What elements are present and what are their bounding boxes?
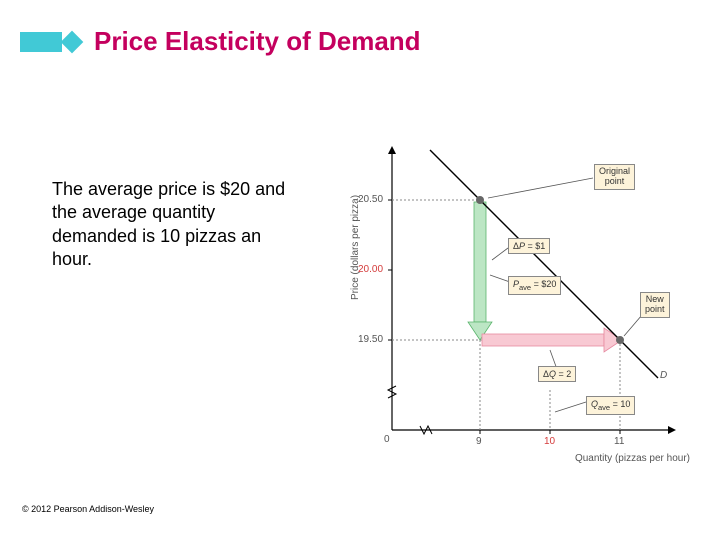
callout-delta-q: ΔQ = 2 [538,366,576,382]
demand-label: D [660,370,667,381]
body-paragraph: The average price is $20 and the average… [52,178,292,272]
copyright-text: © 2012 Pearson Addison-Wesley [22,504,154,514]
x-tick-2: 11 [614,436,624,447]
y-tick-1: 20.00 [358,264,383,275]
callout-p-ave: Pave = $20 [508,276,561,295]
x-tick-0: 9 [476,436,482,447]
y-tick-0: 20.50 [358,194,383,205]
callout-delta-p: ΔP = $1 [508,238,550,254]
x-axis-label: Quantity (pizzas per hour) [575,453,690,464]
callout-original: Originalpoint [594,164,635,190]
callout-q-ave: Qave = 10 [586,396,635,415]
slide-title: Price Elasticity of Demand [94,26,421,57]
y-tick-2: 19.50 [358,334,383,345]
header-accent-block [20,32,62,52]
callout-new: Newpoint [640,292,670,318]
elasticity-chart: Price (dollars per pizza) Quantity (pizz… [340,140,700,470]
header-diamond-icon [61,30,84,53]
y-axis-label: Price (dollars per pizza) [350,195,361,300]
x-tick-1: 10 [544,436,555,447]
origin-label: 0 [384,434,390,445]
